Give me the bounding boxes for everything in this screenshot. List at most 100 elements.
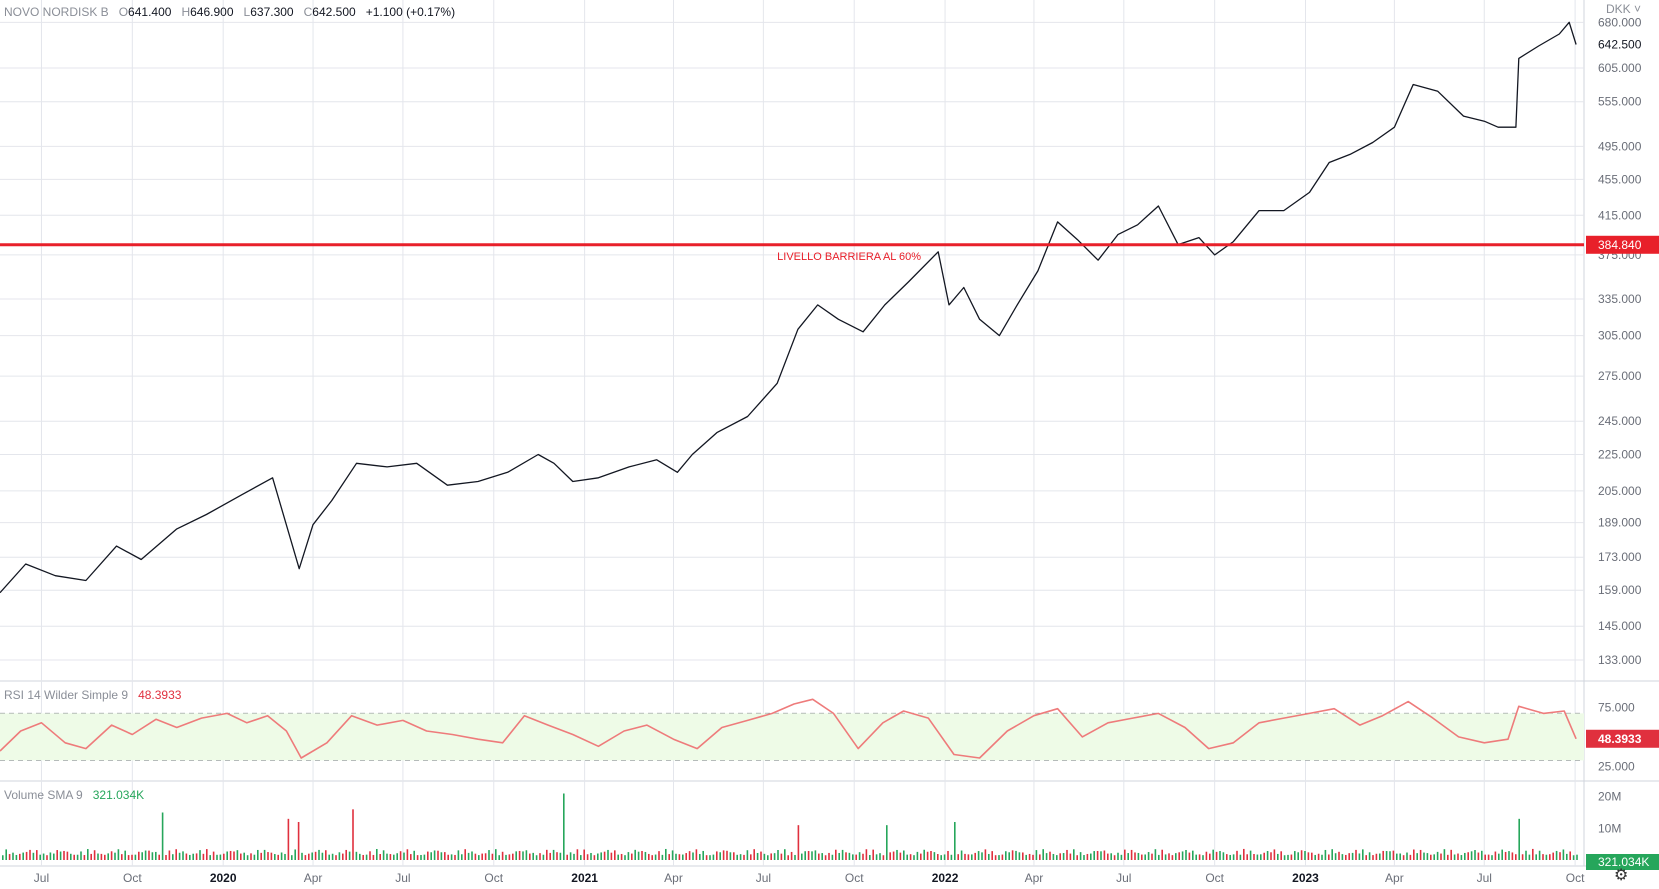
volume-bar bbox=[787, 855, 789, 860]
rsi-label: RSI 14 Wilder Simple 9 bbox=[4, 688, 129, 702]
time-tick-label: Oct bbox=[1566, 871, 1585, 885]
price-tick-label: 680.000 bbox=[1598, 15, 1642, 29]
volume-bar bbox=[716, 851, 718, 860]
volume-bar bbox=[5, 849, 7, 860]
volume-bar bbox=[610, 852, 613, 860]
volume-bar bbox=[369, 851, 371, 860]
volume-legend: Volume SMA 9 321.034K bbox=[4, 788, 144, 802]
volume-bar bbox=[1083, 855, 1085, 860]
volume-bar bbox=[325, 850, 327, 860]
volume-bar bbox=[760, 851, 762, 860]
volume-bar bbox=[1406, 852, 1408, 860]
volume-bar bbox=[1226, 854, 1228, 860]
volume-bar bbox=[654, 854, 657, 860]
volume-bar bbox=[1535, 854, 1537, 860]
volume-bar bbox=[1243, 848, 1245, 860]
volume-bar bbox=[90, 853, 92, 860]
volume-bar bbox=[624, 855, 626, 860]
volume-bar bbox=[1345, 854, 1347, 860]
volume-bar bbox=[1110, 853, 1112, 860]
volume-bar bbox=[1253, 854, 1255, 860]
volume-bar bbox=[318, 849, 320, 860]
volume-bar bbox=[532, 852, 534, 860]
volume-bar bbox=[1212, 849, 1214, 860]
volume-bar bbox=[270, 852, 273, 860]
volume-bar bbox=[678, 854, 681, 860]
volume-bar bbox=[202, 853, 205, 860]
volume-bar bbox=[70, 853, 72, 860]
volume-bar bbox=[1379, 853, 1381, 860]
volume-bar bbox=[365, 854, 368, 860]
volume-bar bbox=[739, 854, 742, 860]
time-tick-label: 2021 bbox=[571, 871, 598, 885]
volume-bar bbox=[569, 852, 572, 860]
volume-label: Volume SMA 9 bbox=[4, 788, 83, 802]
volume-bar bbox=[692, 852, 694, 860]
volume-bar bbox=[148, 850, 150, 860]
volume-bar bbox=[277, 854, 279, 860]
volume-bar bbox=[260, 852, 262, 860]
volume-bar bbox=[1365, 855, 1367, 860]
volume-bar bbox=[559, 852, 562, 860]
volume-bar bbox=[1178, 852, 1180, 860]
volume-bar bbox=[53, 853, 55, 860]
volume-bar bbox=[661, 854, 664, 860]
time-tick-label: Oct bbox=[484, 871, 503, 885]
volume-bar bbox=[699, 854, 701, 860]
price-tick-label: 159.000 bbox=[1598, 583, 1642, 597]
volume-bar bbox=[1005, 851, 1007, 860]
gear-icon[interactable]: ⚙ bbox=[1614, 867, 1629, 884]
barrier-price-label: 384.840 bbox=[1598, 238, 1642, 252]
volume-bar bbox=[491, 853, 494, 860]
volume-bar bbox=[756, 852, 759, 860]
volume-bar bbox=[362, 854, 364, 860]
volume-bar bbox=[461, 854, 463, 860]
volume-bar bbox=[719, 852, 721, 860]
time-tick-label: Jul bbox=[1116, 871, 1131, 885]
volume-bar bbox=[1137, 852, 1140, 860]
volume-bar bbox=[464, 849, 466, 860]
volume-bar bbox=[695, 849, 698, 860]
volume-bar bbox=[675, 853, 677, 860]
volume-bar bbox=[964, 853, 966, 860]
volume-bar bbox=[886, 825, 888, 860]
volume-bar bbox=[1562, 849, 1565, 860]
price-tick-label: 605.000 bbox=[1598, 61, 1642, 75]
volume-bar bbox=[855, 854, 857, 860]
volume-bar bbox=[474, 853, 477, 860]
volume-bar bbox=[998, 855, 1000, 860]
volume-bar bbox=[512, 853, 514, 860]
volume-bar bbox=[1249, 850, 1252, 860]
volume-bar bbox=[522, 851, 524, 860]
volume-bar bbox=[1382, 850, 1384, 860]
volume-bar bbox=[444, 852, 446, 860]
volume-bar bbox=[243, 852, 245, 860]
volume-bar bbox=[1069, 853, 1072, 860]
rsi-value-label: 48.3933 bbox=[1598, 732, 1642, 746]
volume-bar bbox=[59, 851, 62, 860]
volume-bar bbox=[603, 851, 606, 860]
volume-bar bbox=[1198, 854, 1201, 860]
volume-bar bbox=[913, 855, 915, 860]
time-tick-label: Oct bbox=[845, 871, 864, 885]
currency-selector[interactable]: DKK ˅ bbox=[1605, 2, 1641, 16]
volume-bar bbox=[8, 854, 11, 860]
volume-bar bbox=[1205, 851, 1208, 860]
volume-bar bbox=[1341, 854, 1344, 860]
volume-bar bbox=[172, 854, 174, 860]
volume-bar bbox=[831, 854, 834, 860]
volume-bar bbox=[1168, 853, 1170, 860]
volume-bar bbox=[87, 849, 89, 860]
volume-bar bbox=[1321, 854, 1323, 860]
volume-bar bbox=[746, 850, 749, 860]
volume-bar bbox=[1232, 854, 1235, 860]
rsi-tick-label: 25.000 bbox=[1598, 759, 1635, 773]
volume-tick-label: 10M bbox=[1598, 821, 1621, 835]
volume-bar bbox=[138, 851, 140, 860]
volume-bar bbox=[651, 855, 653, 860]
volume-bar bbox=[80, 851, 82, 860]
volume-bar bbox=[634, 849, 636, 860]
volume-bar bbox=[1147, 852, 1150, 860]
volume-bar bbox=[1209, 853, 1211, 860]
